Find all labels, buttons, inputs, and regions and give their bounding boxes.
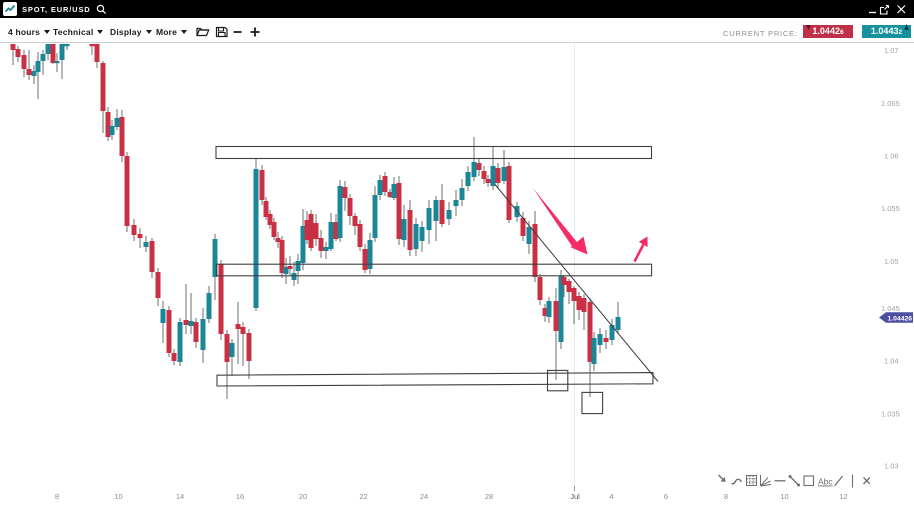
svg-text:1.045: 1.045 — [881, 304, 900, 313]
svg-text:24: 24 — [420, 492, 428, 501]
svg-text:1.04: 1.04 — [884, 357, 899, 366]
svg-text:28: 28 — [485, 492, 493, 501]
svg-text:10: 10 — [780, 492, 788, 501]
svg-text:1.04426: 1.04426 — [888, 315, 913, 322]
svg-text:1.035: 1.035 — [881, 409, 900, 418]
svg-text:1.03: 1.03 — [884, 462, 899, 471]
svg-text:20: 20 — [299, 492, 307, 501]
svg-text:12: 12 — [839, 492, 847, 501]
svg-text:4: 4 — [609, 492, 613, 501]
svg-text:8: 8 — [55, 492, 59, 501]
svg-text:1.07: 1.07 — [884, 46, 899, 55]
svg-text:1.055: 1.055 — [881, 204, 900, 213]
svg-text:1.05: 1.05 — [884, 257, 899, 266]
svg-text:22: 22 — [359, 492, 367, 501]
svg-text:8: 8 — [724, 492, 728, 501]
svg-text:16: 16 — [236, 492, 244, 501]
svg-text:1.06: 1.06 — [884, 152, 899, 161]
svg-text:10: 10 — [114, 492, 122, 501]
svg-text:14: 14 — [176, 492, 184, 501]
svg-text:Abc: Abc — [818, 477, 833, 487]
svg-text:6: 6 — [664, 492, 668, 501]
svg-text:1.065: 1.065 — [881, 99, 900, 108]
svg-text:Jul: Jul — [570, 492, 580, 501]
